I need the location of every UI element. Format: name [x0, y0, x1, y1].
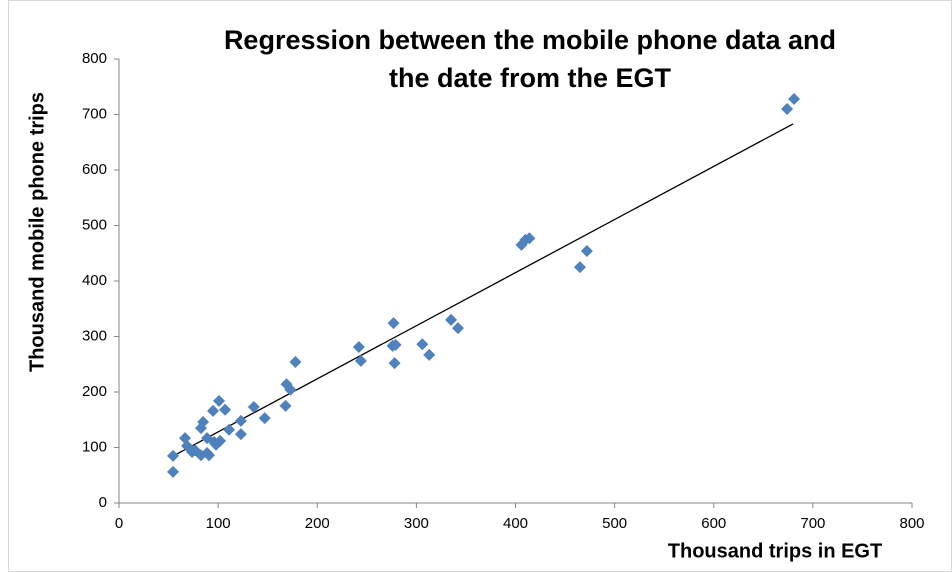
y-axis-title: Thousand mobile phone trips [26, 92, 48, 372]
point [389, 338, 402, 351]
point [788, 92, 801, 105]
y-tick-label: 500 [82, 216, 107, 233]
point [416, 338, 429, 351]
trendline [173, 123, 794, 457]
x-tick-label: 500 [602, 515, 627, 532]
y-tick-label: 700 [82, 105, 107, 122]
y-tick-label: 800 [82, 50, 107, 67]
chart-title: the date from the EGT [389, 63, 672, 93]
point [388, 357, 401, 370]
x-tick-label: 600 [701, 515, 726, 532]
point [234, 428, 247, 441]
point [223, 423, 236, 436]
y-tick-label: 600 [82, 161, 107, 178]
y-tick-label: 100 [82, 438, 107, 455]
chart-title: Regression between the mobile phone data… [224, 25, 836, 55]
point [234, 414, 247, 427]
point [219, 403, 232, 416]
x-tick-label: 400 [503, 515, 528, 532]
point [452, 322, 465, 335]
x-axis-title: Thousand trips in EGT [668, 540, 882, 562]
y-tick-label: 0 [99, 494, 107, 511]
x-tick-label: 200 [305, 515, 330, 532]
y-tick-label: 200 [82, 383, 107, 400]
point [247, 400, 260, 413]
point [197, 415, 210, 428]
y-tick-label: 300 [82, 327, 107, 344]
x-tick-label: 100 [206, 515, 231, 532]
point [284, 383, 297, 396]
point [352, 341, 365, 354]
y-tick-label: 400 [82, 272, 107, 289]
point [387, 317, 400, 330]
point [203, 449, 216, 462]
point [354, 354, 367, 367]
point [279, 399, 292, 412]
x-tick-label: 300 [404, 515, 429, 532]
x-tick-label: 700 [800, 515, 825, 532]
point [167, 465, 180, 478]
x-tick-label: 0 [115, 515, 123, 532]
point [213, 394, 226, 407]
point [258, 412, 271, 425]
point [207, 404, 220, 417]
point [423, 348, 436, 361]
point [573, 261, 586, 274]
point [167, 449, 180, 462]
point [781, 102, 794, 115]
point [445, 313, 458, 326]
point [523, 232, 536, 245]
x-tick-label: 800 [899, 515, 924, 532]
point [214, 434, 227, 447]
point [580, 245, 593, 258]
point [289, 356, 302, 369]
